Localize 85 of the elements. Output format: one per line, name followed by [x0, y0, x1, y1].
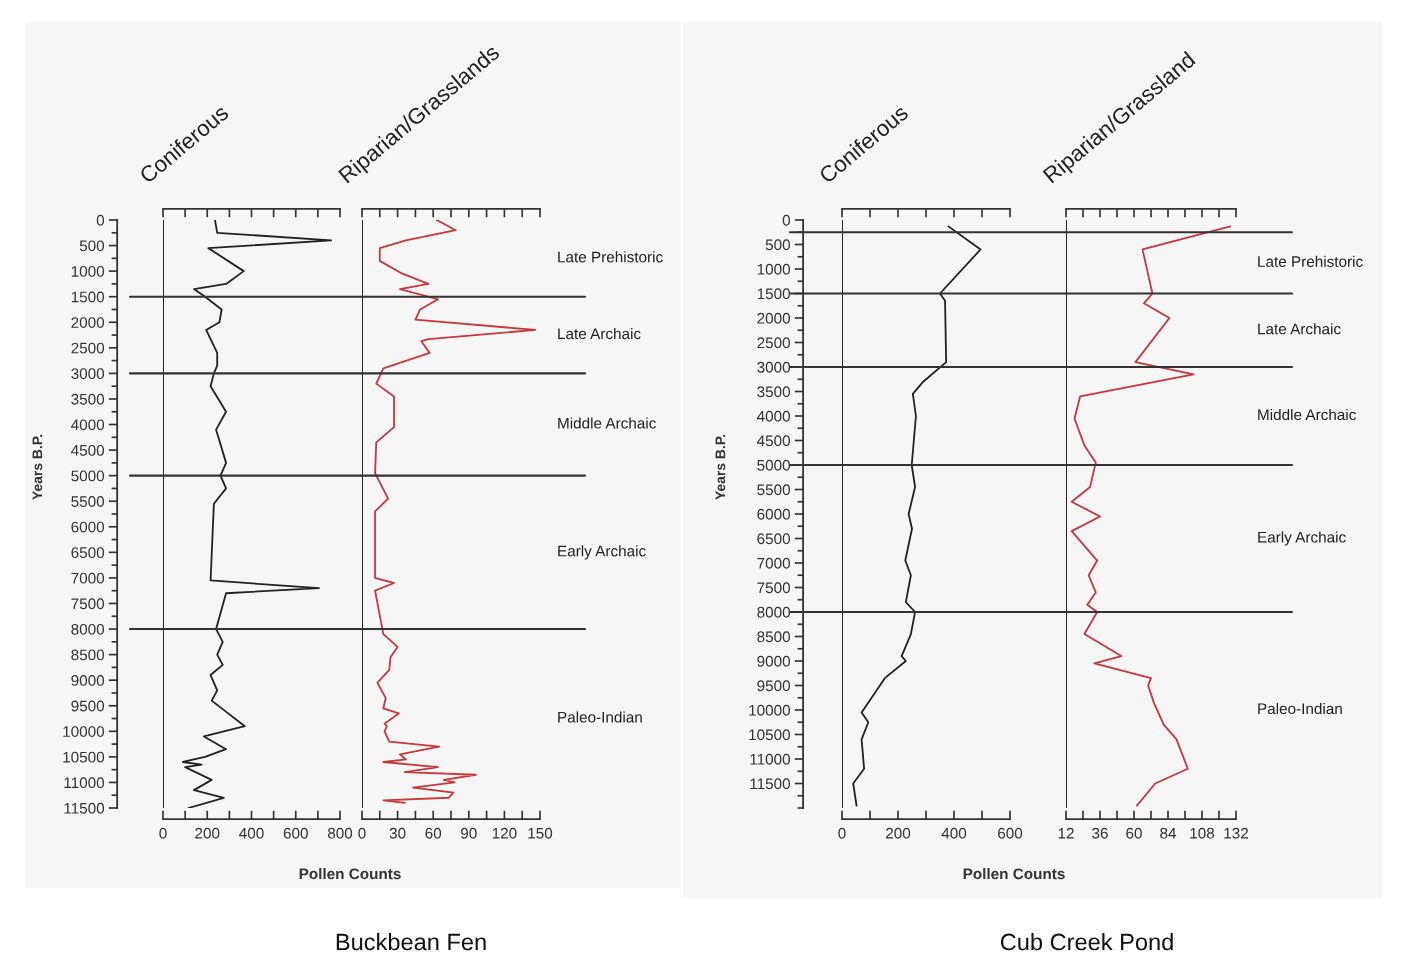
y-tick-label: 5500: [757, 484, 791, 496]
y-tick-label: 3000: [757, 361, 791, 373]
x-tick-label: 0: [159, 827, 167, 839]
y-tick-label: 1000: [757, 263, 791, 275]
y-tick-label: 500: [765, 239, 791, 251]
y-tick-label: 6500: [71, 547, 105, 559]
x-tick-label: 200: [886, 827, 911, 839]
text: Middle Archaic: [558, 417, 656, 429]
y-tick-label: 2500: [757, 337, 791, 349]
y-tick-label: 7500: [71, 598, 105, 610]
x-axis-title: Pollen Counts: [299, 868, 401, 880]
x-tick-label: 400: [239, 827, 264, 839]
y-tick-label: 8500: [71, 649, 105, 661]
text: Late Prehistoric: [558, 251, 663, 263]
y-tick-label: 11000: [750, 753, 791, 765]
y-tick-label: 4000: [756, 410, 791, 422]
y-tick-label: 1500: [71, 291, 105, 303]
y-tick-label: 3500: [757, 386, 791, 398]
y-tick-label: 8500: [757, 631, 791, 643]
text: Late Prehistoric: [1258, 255, 1363, 267]
y-tick-label: 6000: [757, 508, 791, 520]
text: Late Archaic: [558, 327, 641, 340]
x-tick-label: 0: [358, 827, 366, 839]
y-tick-label: 2000: [71, 317, 105, 328]
text: Paleo-Indian: [558, 711, 642, 723]
y-tick-label: 10500: [749, 729, 791, 741]
text: Middle Archaic: [1258, 408, 1356, 421]
y-tick-label: 10000: [63, 726, 105, 737]
x-tick-label: 200: [195, 827, 220, 839]
y-tick-label: 6500: [757, 533, 791, 545]
x-tick-label: 600: [283, 827, 308, 839]
y-tick-label: 4000: [71, 419, 105, 431]
x-tick-label: 600: [998, 827, 1023, 839]
text: Late Archaic: [1258, 323, 1341, 335]
y-tick-label: 9000: [71, 675, 105, 686]
y-tick-label: 5000: [757, 459, 791, 471]
x-tick-label: 132: [1224, 827, 1248, 839]
text: Cub Creek Pond: [1000, 932, 1173, 951]
y-axis-title: Years B.P.: [715, 434, 726, 500]
y-tick-label: 7500: [757, 582, 791, 594]
y-tick-label: 2000: [757, 312, 791, 324]
y-tick-label: 500: [79, 240, 105, 252]
x-tick-label: 800: [327, 827, 353, 839]
y-tick-label: 6000: [71, 521, 105, 533]
x-tick-label: 150: [528, 827, 553, 839]
y-axis-title: Years B.P.: [32, 434, 43, 500]
y-tick-label: 9500: [757, 680, 791, 692]
x-tick-label: 120: [492, 827, 517, 839]
y-tick-label: 11500: [64, 802, 105, 814]
y-tick-label: 4500: [71, 444, 105, 456]
y-tick-label: 10000: [749, 704, 791, 716]
text: Buckbean Fen: [336, 932, 486, 951]
y-tick-label: 9000: [757, 655, 791, 667]
x-tick-label: 36: [1092, 827, 1108, 839]
y-tick-label: 9500: [71, 700, 105, 712]
y-tick-label: 11500: [750, 778, 791, 790]
text: Paleo-Indian: [1258, 702, 1342, 715]
y-tick-label: 7000: [757, 557, 791, 569]
y-tick-label: 2500: [71, 342, 105, 354]
x-tick-label: 90: [461, 827, 477, 839]
x-tick-label: 60: [425, 827, 442, 839]
y-tick-label: 5000: [71, 470, 105, 482]
text: Early Archaic: [1258, 531, 1346, 546]
y-tick-label: 3500: [71, 393, 105, 405]
y-tick-label: 0: [782, 214, 791, 226]
x-tick-label: 0: [838, 827, 846, 839]
y-tick-label: 8000: [757, 606, 791, 618]
y-tick-label: 10500: [63, 751, 105, 763]
x-tick-label: 12: [1058, 827, 1074, 839]
y-tick-label: 1500: [757, 288, 791, 300]
y-tick-label: 0: [96, 214, 105, 226]
x-tick-label: 400: [941, 827, 967, 839]
x-tick-label: 60: [1126, 827, 1142, 839]
y-tick-label: 4500: [756, 435, 791, 447]
y-tick-label: 3000: [71, 368, 105, 380]
x-tick-label: 108: [1190, 827, 1215, 839]
y-tick-label: 11000: [64, 777, 105, 789]
x-tick-label: 84: [1160, 827, 1177, 839]
y-tick-label: 7000: [71, 572, 105, 584]
text: Early Archaic: [558, 545, 646, 560]
y-tick-label: 1000: [71, 266, 105, 277]
x-tick-label: 30: [389, 827, 406, 839]
y-tick-label: 5500: [71, 496, 105, 507]
x-axis-title: Pollen Counts: [963, 868, 1065, 880]
y-tick-label: 8000: [71, 623, 105, 635]
